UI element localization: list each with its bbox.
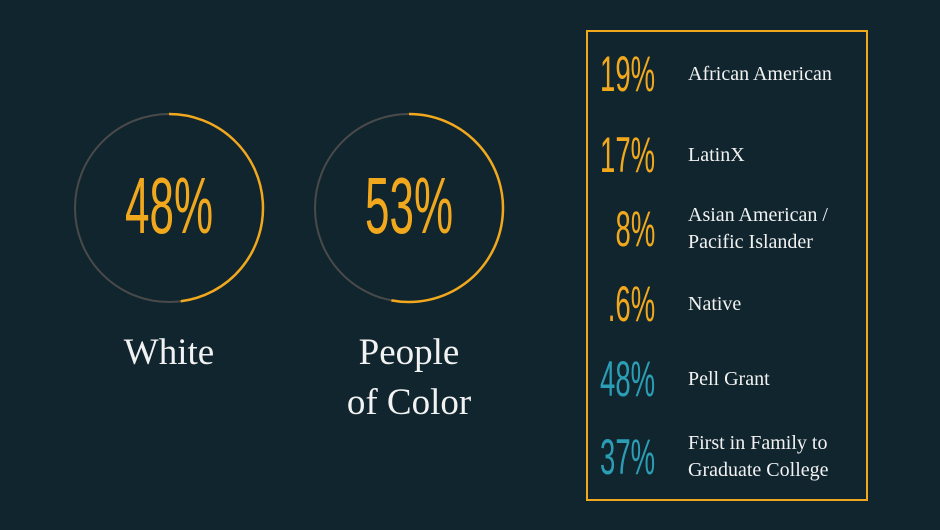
ring-label: People bbox=[358, 332, 460, 373]
item-label: Native bbox=[688, 292, 742, 315]
ring-value: 53% bbox=[289, 166, 529, 246]
ring-value-text: 48% bbox=[124, 161, 214, 250]
breakdown-box bbox=[586, 30, 868, 501]
ring-arc bbox=[168, 112, 265, 303]
item-label: Asian American / bbox=[688, 204, 828, 226]
ring-arc bbox=[391, 112, 505, 304]
stat: 19% bbox=[555, 49, 655, 99]
stat: .6% bbox=[555, 279, 655, 329]
item-label: First in Family to bbox=[688, 432, 828, 454]
ring-value-text: 53% bbox=[364, 161, 454, 250]
stat: 37% bbox=[555, 432, 655, 482]
stat-text: 19% bbox=[600, 46, 656, 102]
item-label: Graduate College bbox=[688, 459, 829, 481]
ring-value: 48% bbox=[49, 166, 289, 246]
stat-text: 37% bbox=[600, 429, 656, 485]
stat-text: 8% bbox=[615, 201, 655, 257]
ring-label: White bbox=[123, 332, 215, 373]
stat-text: 48% bbox=[600, 351, 656, 407]
ring-label: of Color bbox=[346, 382, 472, 423]
stat-text: 17% bbox=[600, 127, 656, 183]
stat: 48% bbox=[555, 354, 655, 404]
stat: 8% bbox=[555, 204, 655, 254]
item-label: Pacific Islander bbox=[688, 231, 813, 253]
stat: 17% bbox=[555, 130, 655, 180]
item-label: African American bbox=[688, 62, 832, 85]
item-label: Pell Grant bbox=[688, 367, 770, 390]
rings bbox=[74, 112, 505, 304]
stat-text: .6% bbox=[607, 276, 655, 332]
item-label: LatinX bbox=[688, 143, 745, 166]
